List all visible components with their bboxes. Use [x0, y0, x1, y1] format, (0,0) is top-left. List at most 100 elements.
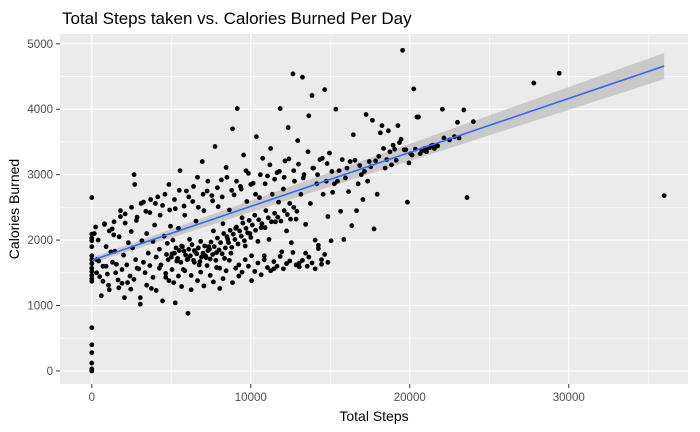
data-point — [89, 253, 95, 259]
data-point — [200, 250, 206, 256]
data-point — [288, 216, 293, 222]
data-point — [392, 146, 398, 152]
data-point — [395, 123, 401, 128]
data-point — [153, 254, 159, 260]
data-point — [180, 244, 185, 250]
data-point — [385, 128, 391, 134]
data-point — [205, 178, 211, 184]
data-point — [216, 247, 222, 253]
data-point — [210, 198, 216, 204]
data-point — [291, 168, 297, 174]
data-point — [118, 208, 123, 214]
data-point — [89, 368, 95, 374]
data-point — [187, 237, 192, 242]
data-point — [163, 271, 169, 276]
data-point — [331, 181, 337, 187]
data-point — [232, 237, 238, 242]
data-point — [263, 208, 269, 214]
data-point — [244, 199, 250, 204]
data-point — [312, 237, 318, 243]
data-point — [228, 250, 234, 256]
data-point — [327, 150, 332, 156]
data-point — [363, 112, 369, 117]
data-point — [121, 295, 127, 301]
data-point — [239, 215, 245, 221]
data-point — [183, 188, 189, 194]
data-point — [131, 172, 137, 178]
data-point — [373, 158, 378, 164]
x-tick-label: 30000 — [553, 392, 585, 404]
data-point — [179, 284, 185, 289]
data-point — [89, 278, 95, 284]
data-point — [176, 187, 182, 193]
data-point — [152, 201, 158, 206]
data-point — [209, 193, 215, 198]
data-point — [201, 283, 207, 289]
data-point — [214, 185, 220, 191]
data-point — [102, 221, 107, 227]
data-point — [201, 208, 207, 214]
data-point — [265, 265, 270, 270]
data-point — [183, 252, 189, 258]
data-point — [110, 259, 115, 265]
data-point — [106, 282, 111, 288]
data-point — [224, 234, 230, 240]
x-tick-label: 0 — [89, 392, 95, 404]
data-point — [191, 257, 196, 263]
data-point — [133, 257, 139, 263]
data-point — [296, 264, 302, 270]
data-point — [89, 325, 95, 331]
data-point — [261, 257, 267, 263]
data-point — [347, 159, 353, 164]
data-point — [89, 350, 95, 355]
data-point — [281, 174, 287, 180]
data-point — [220, 276, 226, 282]
data-point — [234, 106, 240, 111]
data-point — [366, 159, 372, 164]
data-point — [296, 161, 301, 167]
data-point — [237, 228, 243, 234]
data-point — [382, 165, 388, 171]
data-point — [226, 257, 232, 263]
data-point — [191, 184, 196, 189]
data-point — [288, 240, 294, 246]
data-point — [309, 93, 315, 98]
data-point — [176, 273, 181, 279]
data-point — [328, 238, 334, 244]
data-point — [252, 212, 258, 218]
data-point — [271, 259, 277, 265]
data-point — [172, 250, 177, 256]
data-point — [371, 226, 377, 232]
data-point — [118, 214, 123, 219]
data-point — [556, 70, 562, 76]
data-point — [376, 153, 382, 159]
data-point — [160, 298, 165, 304]
data-point — [190, 199, 196, 204]
data-point — [461, 107, 467, 113]
data-point — [233, 265, 239, 271]
data-point — [223, 268, 229, 274]
data-point — [357, 163, 363, 168]
data-point — [439, 106, 445, 112]
data-point — [203, 255, 209, 261]
data-point — [155, 194, 161, 200]
data-point — [303, 250, 309, 256]
data-point — [147, 210, 153, 215]
data-point — [277, 254, 283, 259]
data-point — [245, 230, 251, 236]
x-axis-ticks: 0 10000 20000 30000 — [89, 384, 585, 404]
data-point — [195, 278, 200, 284]
data-point — [218, 177, 224, 183]
data-point — [261, 253, 267, 259]
data-point — [189, 242, 195, 248]
data-point — [195, 245, 201, 251]
data-point — [227, 227, 233, 233]
data-point — [111, 232, 117, 238]
data-point — [338, 208, 344, 214]
data-point — [89, 360, 95, 366]
data-point — [280, 266, 286, 272]
data-point — [210, 252, 216, 257]
data-point — [260, 155, 266, 161]
data-point — [230, 231, 236, 237]
data-point — [165, 257, 171, 263]
